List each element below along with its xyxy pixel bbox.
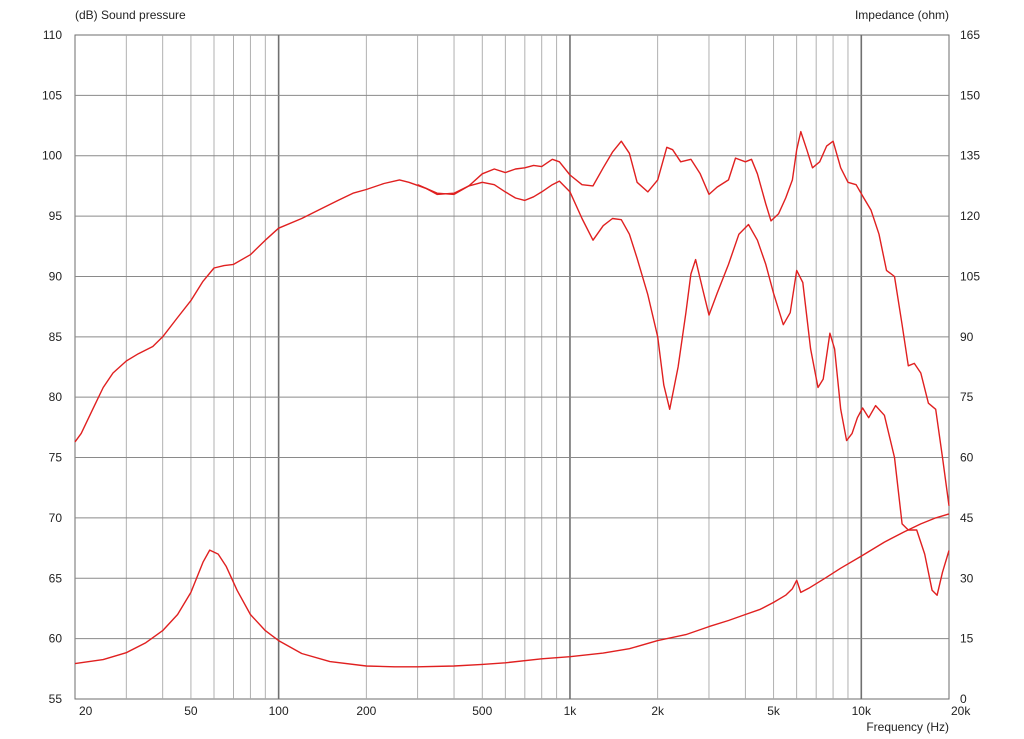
x-tick-label: 2k: [651, 704, 665, 718]
tick-labels: 1101051009590858075706560551651501351201…: [42, 28, 980, 718]
y-right-tick-label: 30: [960, 571, 974, 585]
y-right-tick-label: 75: [960, 390, 974, 404]
y-right-tick-label: 45: [960, 511, 974, 525]
y-left-tick-label: 90: [49, 269, 63, 283]
x-tick-label: 500: [472, 704, 492, 718]
y-left-tick-label: 85: [49, 330, 63, 344]
y-left-tick-label: 95: [49, 209, 63, 223]
y-left-tick-label: 110: [43, 28, 62, 42]
x-tick-label: 50: [184, 704, 198, 718]
x-tick-label: 5k: [767, 704, 781, 718]
x-tick-label: 20k: [951, 704, 971, 718]
x-tick-label: 100: [269, 704, 289, 718]
grid-lines: [75, 35, 949, 699]
y-left-tick-label: 60: [49, 632, 63, 646]
y-right-tick-label: 0: [960, 692, 967, 706]
y-left-tick-label: 80: [49, 390, 63, 404]
plot-area: [74, 34, 950, 700]
y-left-tick-label: 65: [49, 571, 63, 585]
series-lines: [74, 130, 950, 668]
series-line-2: [417, 130, 950, 506]
y-right-tick-label: 90: [960, 330, 974, 344]
y-left-tick-label: 100: [42, 149, 62, 163]
series-line-3: [74, 513, 950, 668]
y-right-tick-label: 60: [960, 451, 974, 465]
y-right-tick-label: 165: [960, 28, 980, 42]
y-right-tick-label: 150: [960, 88, 980, 102]
x-tick-label: 20: [79, 704, 93, 718]
series-line-1: [74, 179, 950, 596]
right-axis-label: Impedance (ohm): [855, 8, 949, 22]
y-right-tick-label: 120: [960, 209, 980, 223]
y-left-tick-label: 55: [49, 692, 63, 706]
y-left-tick-label: 75: [49, 451, 63, 465]
x-axis-label: Frequency (Hz): [866, 720, 949, 734]
y-right-tick-label: 135: [960, 149, 980, 163]
x-tick-label: 200: [356, 704, 376, 718]
y-left-tick-label: 105: [42, 88, 62, 102]
y-right-tick-label: 105: [960, 269, 980, 283]
y-left-tick-label: 70: [49, 511, 63, 525]
y-right-tick-label: 15: [960, 632, 974, 646]
left-axis-label: (dB) Sound pressure: [75, 8, 186, 22]
x-tick-label: 1k: [564, 704, 578, 718]
x-tick-label: 10k: [852, 704, 872, 718]
